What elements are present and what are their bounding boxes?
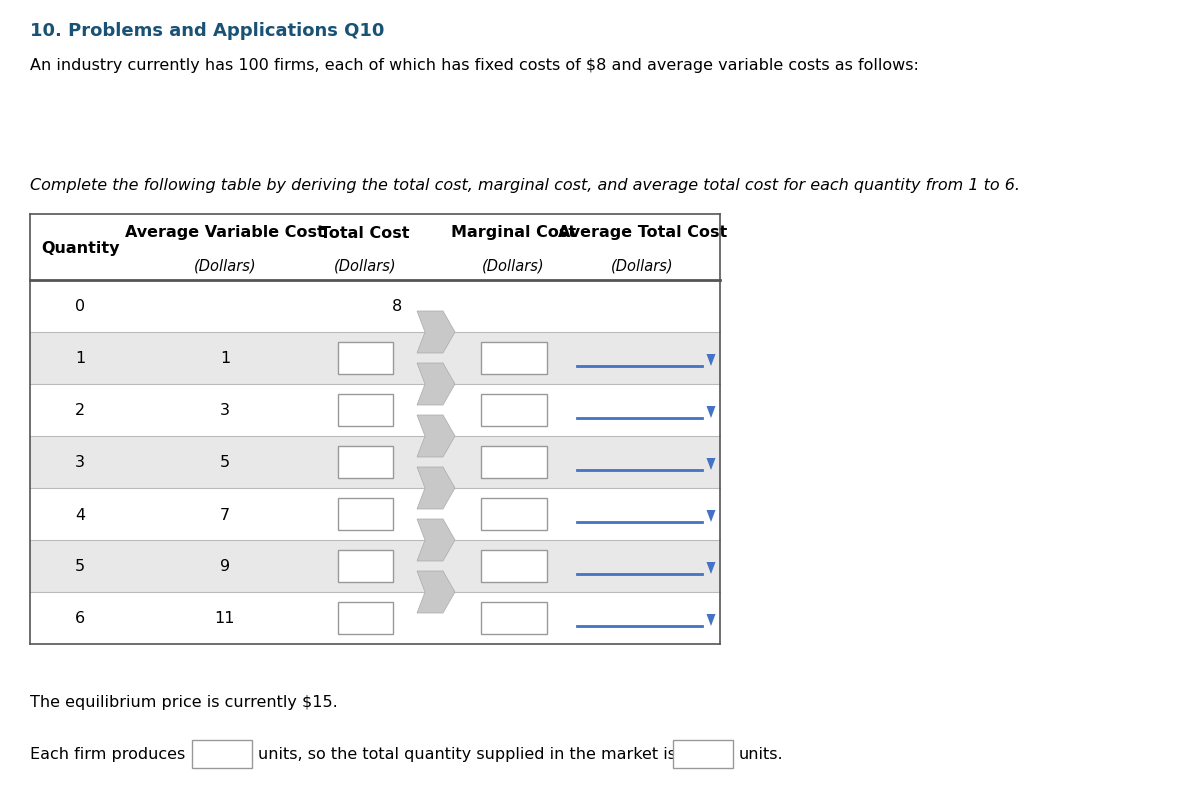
Text: 3: 3 — [220, 403, 230, 418]
Bar — [480, 343, 546, 374]
Text: 8: 8 — [391, 299, 402, 314]
Text: Marginal Cost: Marginal Cost — [451, 225, 576, 240]
Bar — [30, 215, 720, 644]
Text: 0: 0 — [74, 299, 85, 314]
Bar — [337, 603, 392, 634]
Bar — [30, 281, 720, 333]
Text: (Dollars): (Dollars) — [334, 258, 396, 273]
Text: 5: 5 — [220, 455, 230, 470]
Text: Average Variable Cost: Average Variable Cost — [125, 225, 325, 240]
Text: 1: 1 — [220, 351, 230, 366]
Bar — [337, 343, 392, 374]
Bar — [337, 551, 392, 581]
Polygon shape — [418, 467, 455, 509]
Polygon shape — [418, 363, 455, 406]
Polygon shape — [707, 354, 715, 367]
Bar — [480, 603, 546, 634]
Bar — [337, 499, 392, 530]
Text: 6: 6 — [74, 611, 85, 626]
Text: 5: 5 — [74, 559, 85, 574]
Bar — [30, 540, 720, 592]
Bar — [192, 740, 252, 768]
Text: Quantity: Quantity — [41, 240, 119, 255]
Bar — [30, 592, 720, 644]
Text: Complete the following table by deriving the total cost, marginal cost, and aver: Complete the following table by deriving… — [30, 178, 1020, 193]
Polygon shape — [418, 519, 455, 561]
Text: 3: 3 — [74, 455, 85, 470]
Polygon shape — [707, 458, 715, 470]
Bar — [337, 395, 392, 426]
Text: The equilibrium price is currently $15.: The equilibrium price is currently $15. — [30, 694, 337, 709]
Bar — [673, 740, 733, 768]
Text: (Dollars): (Dollars) — [193, 258, 257, 273]
Polygon shape — [418, 311, 455, 354]
Text: An industry currently has 100 firms, each of which has fixed costs of $8 and ave: An industry currently has 100 firms, eac… — [30, 58, 919, 73]
Polygon shape — [707, 562, 715, 574]
Text: units.: units. — [739, 747, 784, 762]
Bar — [30, 488, 720, 540]
Text: 9: 9 — [220, 559, 230, 574]
Text: 7: 7 — [220, 507, 230, 521]
Text: 11: 11 — [215, 611, 235, 626]
Bar — [480, 447, 546, 478]
Polygon shape — [418, 415, 455, 457]
Text: (Dollars): (Dollars) — [482, 258, 545, 273]
Bar — [30, 333, 720, 384]
Text: units, so the total quantity supplied in the market is: units, so the total quantity supplied in… — [258, 747, 676, 762]
Text: Total Cost: Total Cost — [320, 225, 409, 240]
Polygon shape — [707, 510, 715, 522]
Polygon shape — [418, 571, 455, 613]
Text: (Dollars): (Dollars) — [611, 258, 674, 273]
Bar — [480, 395, 546, 426]
Bar — [337, 447, 392, 478]
Text: 10. Problems and Applications Q10: 10. Problems and Applications Q10 — [30, 22, 384, 40]
Bar — [480, 499, 546, 530]
Text: 1: 1 — [74, 351, 85, 366]
Text: Each firm produces: Each firm produces — [30, 747, 185, 762]
Bar — [30, 436, 720, 488]
Polygon shape — [707, 614, 715, 626]
Polygon shape — [707, 406, 715, 418]
Bar — [30, 384, 720, 436]
Text: Average Total Cost: Average Total Cost — [558, 225, 727, 240]
Text: 4: 4 — [74, 507, 85, 521]
Bar — [480, 551, 546, 581]
Text: 2: 2 — [74, 403, 85, 418]
